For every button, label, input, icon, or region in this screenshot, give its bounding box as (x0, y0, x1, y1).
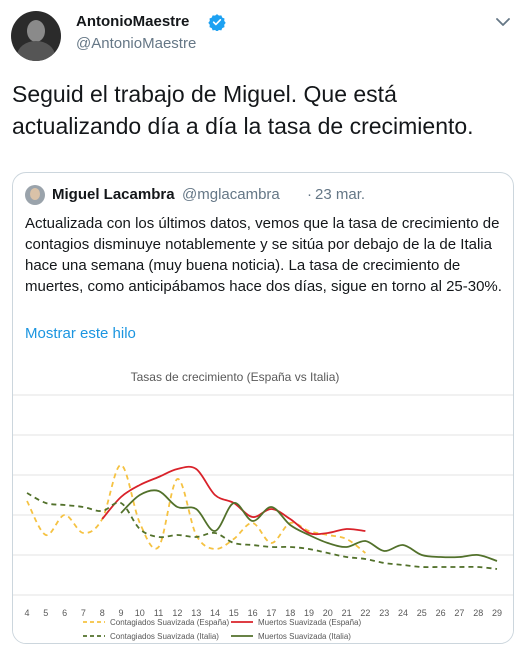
x-tick-label: 7 (81, 608, 86, 618)
x-tick-label: 12 (172, 608, 182, 618)
quoted-avatar-face (30, 188, 40, 200)
x-tick-label: 18 (285, 608, 295, 618)
author-handle[interactable]: @AntonioMaestre (76, 35, 197, 52)
avatar-head (27, 20, 45, 42)
x-tick-label: 5 (43, 608, 48, 618)
author-avatar[interactable] (11, 11, 61, 61)
legend-label-4: Muertos Suavizada (Italia) (258, 632, 351, 641)
x-tick-label: 27 (454, 608, 464, 618)
quoted-author-handle: @mglacambra (182, 186, 280, 203)
x-tick-label: 25 (417, 608, 427, 618)
quoted-author-name: Miguel Lacambra (52, 186, 175, 203)
quoted-separator: · (307, 186, 312, 203)
x-tick-label: 14 (210, 608, 220, 618)
quoted-text: Actualizada con los últimos datos, vemos… (25, 215, 502, 295)
chart-image: Tasas de crecimiento (España vs Italia) 4… (13, 355, 513, 643)
x-tick-label: 26 (436, 608, 446, 618)
x-tick-label: 11 (154, 608, 163, 618)
x-tick-label: 24 (398, 608, 408, 618)
avatar-body (17, 41, 55, 61)
x-tick-label: 8 (100, 608, 105, 618)
x-tick-label: 6 (62, 608, 67, 618)
x-tick-label: 13 (191, 608, 201, 618)
chart-title: Tasas de crecimiento (España vs Italia) (131, 370, 340, 384)
legend-label-2: Muertos Suavizada (España) (258, 618, 362, 627)
legend-label-3: Contagiados Suavizada (Italia) (110, 632, 219, 641)
series-line-2 (101, 465, 366, 536)
x-tick-label: 15 (229, 608, 239, 618)
x-tick-label: 28 (473, 608, 483, 618)
x-tick-label: 22 (360, 608, 370, 618)
show-thread-link[interactable]: Mostrar este hilo (25, 325, 136, 342)
chart-svg: Tasas de crecimiento (España vs Italia) 4… (13, 370, 513, 641)
x-tick-label: 9 (118, 608, 123, 618)
verified-badge-icon (208, 14, 226, 31)
x-tick-label: 4 (24, 608, 29, 618)
chevron-down-icon[interactable] (493, 12, 513, 32)
x-tick-label: 17 (266, 608, 276, 618)
series-line-1 (26, 464, 366, 554)
series-line-4 (120, 489, 498, 562)
x-tick-label: 21 (342, 608, 352, 618)
quoted-avatar[interactable] (25, 185, 45, 205)
tweet-text: Seguid el trabajo de Miguel. Que está ac… (12, 81, 474, 139)
legend-label-1: Contagiados Suavizada (España) (110, 618, 230, 627)
quoted-date: 23 mar. (315, 186, 366, 203)
x-tick-label: 16 (248, 608, 258, 618)
x-tick-label: 10 (135, 608, 145, 618)
author-name[interactable]: AntonioMaestre (76, 13, 190, 30)
x-tick-label: 29 (492, 608, 502, 618)
x-tick-label: 19 (304, 608, 314, 618)
x-tick-label: 23 (379, 608, 389, 618)
series-line-3 (26, 492, 498, 570)
quoted-tweet[interactable]: Miguel Lacambra @mglacambra · 23 mar. Ac… (12, 172, 514, 644)
x-tick-label: 20 (323, 608, 333, 618)
